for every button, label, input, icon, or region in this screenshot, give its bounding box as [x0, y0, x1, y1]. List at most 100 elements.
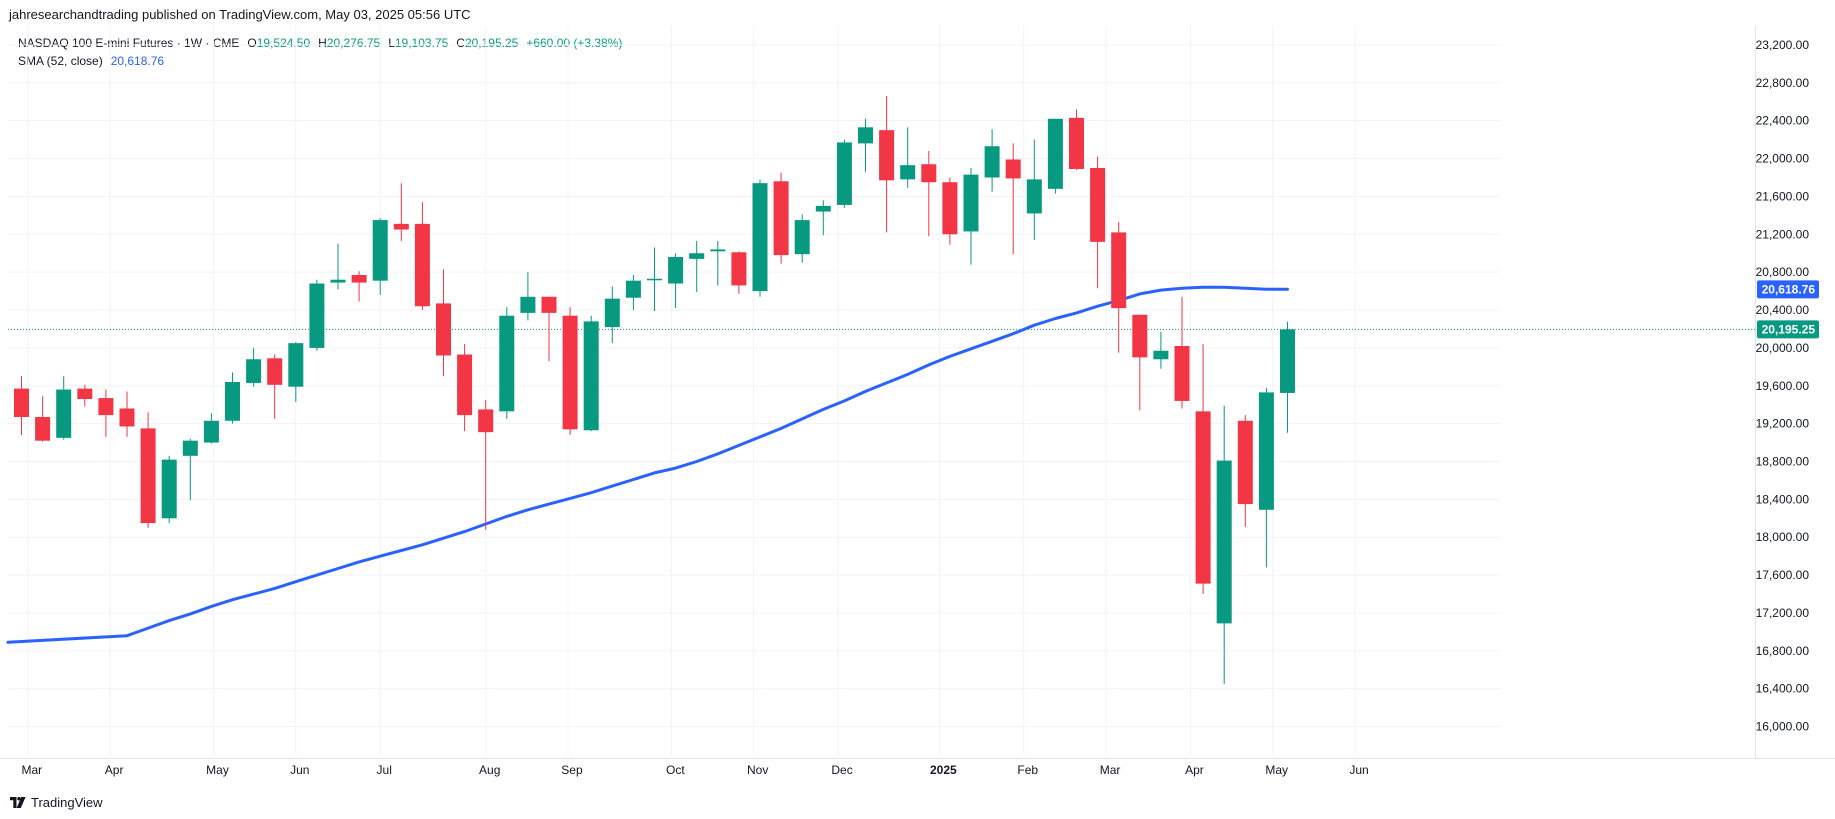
candle[interactable] — [267, 354, 283, 419]
candle[interactable] — [583, 315, 599, 432]
candle-body — [351, 274, 367, 283]
candle[interactable] — [858, 118, 873, 172]
y-tick-label: 17,600.00 — [1756, 568, 1810, 582]
candle[interactable] — [836, 139, 852, 208]
candle[interactable] — [182, 438, 198, 501]
candle[interactable] — [457, 344, 473, 432]
candle-body — [668, 257, 684, 284]
open-label: O — [247, 36, 257, 50]
y-tick-label: 22,000.00 — [1756, 152, 1810, 166]
last-price-tag-text: 20,195.25 — [1762, 322, 1816, 336]
candle[interactable] — [1047, 118, 1063, 194]
last-price-tag: 20,195.25 — [1757, 320, 1819, 339]
candle[interactable] — [1280, 321, 1295, 433]
candle-body — [77, 388, 93, 400]
candle[interactable] — [794, 214, 810, 263]
candle[interactable] — [225, 372, 240, 424]
x-tick-label: Jun — [1349, 763, 1368, 777]
candle[interactable] — [1153, 331, 1169, 369]
legend: NASDAQ 100 E-mini Futures · 1W · CME O19,… — [18, 34, 630, 70]
grid-lines — [8, 26, 1755, 755]
candle[interactable] — [710, 240, 726, 286]
publisher-text: jahresearchandtrading published on Tradi… — [9, 7, 471, 22]
sma-line — [6, 285, 1289, 644]
candle[interactable] — [647, 247, 662, 311]
candle-body — [267, 358, 283, 385]
candle[interactable] — [815, 200, 831, 236]
candle[interactable] — [1090, 156, 1106, 289]
candle[interactable] — [1237, 415, 1253, 527]
candle[interactable] — [372, 218, 388, 295]
symbol-label[interactable]: NASDAQ 100 E-mini Futures · 1W · CME — [18, 36, 240, 50]
candle[interactable] — [1026, 139, 1042, 240]
candle[interactable] — [1111, 221, 1127, 353]
candle[interactable] — [414, 202, 430, 311]
price-tags: 20,618.76 20,195.25 — [1757, 280, 1819, 339]
chart-area[interactable]: Mar Apr May Jun Jul Aug Sep Oct Nov Dec 2025 Feb Mar… — [0, 26, 1835, 792]
candle-body — [963, 174, 979, 232]
header: jahresearchandtrading published on Tradi… — [0, 0, 1835, 26]
candle[interactable] — [1216, 405, 1232, 684]
candle-body — [1174, 346, 1190, 401]
x-tick-label: Apr — [105, 763, 124, 777]
x-tick-label: Dec — [831, 763, 852, 777]
candle[interactable] — [288, 342, 304, 402]
candle[interactable] — [246, 347, 262, 387]
sma-label[interactable]: SMA (52, close) — [18, 54, 103, 68]
x-tick-label: Nov — [747, 763, 768, 777]
y-tick-label: 18,400.00 — [1756, 492, 1810, 506]
candle[interactable] — [499, 307, 515, 419]
candle[interactable] — [203, 413, 219, 444]
candle-body — [879, 130, 895, 181]
candle[interactable] — [330, 243, 346, 290]
candle[interactable] — [14, 376, 29, 435]
candle-body — [689, 253, 705, 259]
sma-line-group — [6, 285, 1289, 644]
candle[interactable] — [140, 412, 156, 528]
candles — [14, 96, 1295, 684]
candle[interactable] — [1258, 387, 1274, 568]
candle-body — [1026, 179, 1042, 214]
candle[interactable] — [98, 389, 114, 437]
candle[interactable] — [35, 396, 51, 442]
candle[interactable] — [1174, 296, 1190, 409]
candle[interactable] — [1132, 314, 1148, 411]
candle[interactable] — [119, 391, 135, 437]
candle[interactable] — [625, 274, 641, 311]
candle[interactable] — [1005, 143, 1021, 255]
candle[interactable] — [752, 179, 768, 297]
candle-body — [1111, 232, 1127, 309]
candle[interactable] — [478, 399, 494, 530]
candle[interactable] — [900, 127, 916, 188]
x-tick-label: Feb — [1017, 763, 1038, 777]
candle[interactable] — [77, 384, 93, 407]
candle[interactable] — [161, 455, 177, 524]
candle[interactable] — [1069, 109, 1084, 170]
candle[interactable] — [689, 240, 705, 293]
candle-body — [1153, 350, 1169, 360]
candle[interactable] — [879, 96, 895, 233]
candle[interactable] — [942, 177, 958, 245]
candle[interactable] — [921, 150, 937, 237]
axes — [0, 26, 1835, 759]
candle[interactable] — [520, 272, 536, 321]
candle-body — [140, 428, 156, 524]
candle[interactable] — [668, 253, 684, 309]
candle[interactable] — [309, 279, 325, 351]
candle[interactable] — [436, 269, 451, 377]
candle[interactable] — [773, 172, 789, 264]
candle-body — [499, 315, 515, 412]
candle[interactable] — [541, 296, 557, 362]
candle[interactable] — [393, 183, 409, 241]
candle[interactable] — [351, 271, 367, 302]
candle[interactable] — [562, 307, 578, 435]
last-price-tag-bg — [1757, 320, 1819, 339]
candle[interactable] — [963, 168, 979, 265]
candle[interactable] — [56, 376, 72, 440]
candle[interactable] — [984, 129, 1000, 192]
candle[interactable] — [604, 286, 620, 344]
candle[interactable] — [1195, 344, 1211, 595]
candle[interactable] — [731, 251, 747, 294]
candle-body — [1069, 117, 1084, 169]
x-tick-label: Aug — [479, 763, 500, 777]
